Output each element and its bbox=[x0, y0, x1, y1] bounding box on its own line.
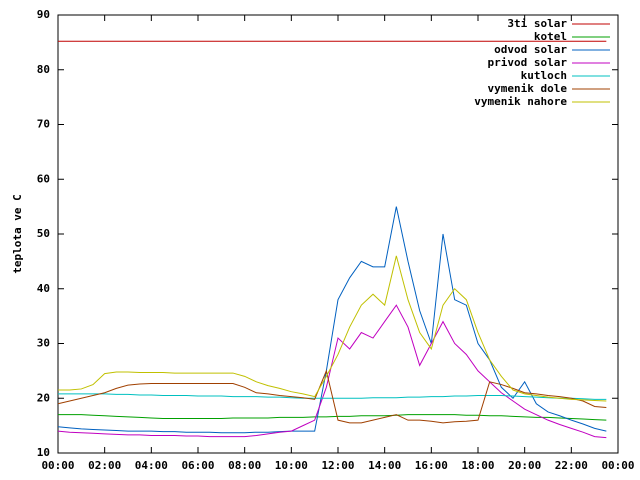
legend-label: vymenik dole bbox=[488, 82, 568, 95]
x-tick-label: 00:00 bbox=[41, 459, 74, 472]
x-tick-label: 06:00 bbox=[181, 459, 214, 472]
legend-label: 3ti solar bbox=[507, 17, 567, 30]
y-tick-label: 50 bbox=[37, 227, 50, 240]
series-line bbox=[58, 393, 607, 400]
series-line bbox=[58, 255, 607, 402]
legend-label: kotel bbox=[534, 30, 567, 43]
x-tick-label: 12:00 bbox=[321, 459, 354, 472]
y-tick-label: 30 bbox=[37, 337, 50, 350]
x-tick-label: 14:00 bbox=[368, 459, 401, 472]
x-tick-label: 16:00 bbox=[415, 459, 448, 472]
legend-label: privod solar bbox=[488, 56, 568, 69]
x-tick-label: 22:00 bbox=[555, 459, 588, 472]
x-tick-label: 00:00 bbox=[601, 459, 634, 472]
legend-label: kutloch bbox=[521, 69, 567, 82]
y-tick-label: 10 bbox=[37, 446, 50, 459]
x-tick-label: 18:00 bbox=[461, 459, 494, 472]
series-line bbox=[57, 304, 607, 439]
x-tick-label: 20:00 bbox=[508, 459, 541, 472]
x-tick-label: 08:00 bbox=[228, 459, 261, 472]
y-tick-label: 20 bbox=[37, 391, 50, 404]
legend-label: vymenik nahore bbox=[474, 95, 567, 108]
y-tick-label: 90 bbox=[37, 8, 50, 21]
y-axis-label: teplota ve C bbox=[11, 194, 24, 273]
series-line bbox=[57, 206, 607, 434]
y-tick-label: 70 bbox=[37, 118, 50, 131]
series-line bbox=[57, 369, 607, 424]
y-tick-label: 40 bbox=[37, 282, 50, 295]
x-tick-label: 02:00 bbox=[88, 459, 121, 472]
x-tick-label: 10:00 bbox=[275, 459, 308, 472]
legend-label: odvod solar bbox=[494, 43, 567, 56]
y-tick-label: 80 bbox=[37, 63, 50, 76]
series-line bbox=[58, 414, 607, 421]
y-tick-label: 60 bbox=[37, 172, 50, 185]
x-tick-label: 04:00 bbox=[135, 459, 168, 472]
